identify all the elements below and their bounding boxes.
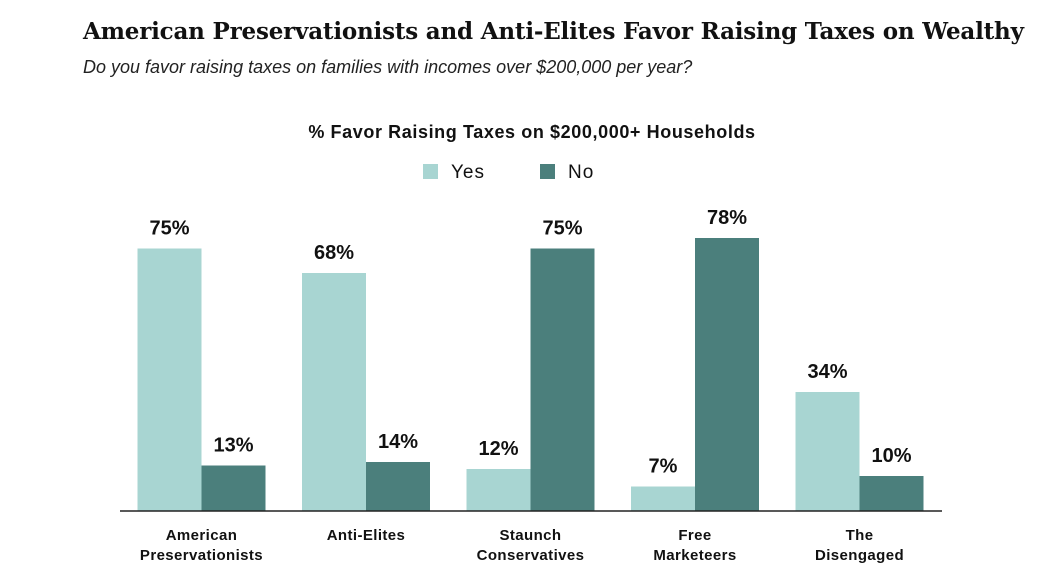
bar-american-preservationists-no	[201, 465, 266, 511]
category-label-free-marketeers: Free Marketeers	[653, 527, 736, 564]
bar-american-preservationists-yes	[137, 248, 202, 511]
page-title: American Preservationists and Anti-Elite…	[83, 18, 1024, 45]
bar-staunch-conservatives-yes	[466, 469, 531, 511]
category-label-the-disengaged: The Disengaged	[815, 527, 904, 564]
bar-anti-elites-yes	[302, 273, 366, 511]
page-subtitle: Do you favor raising taxes on families w…	[83, 57, 693, 77]
bars-group	[137, 238, 924, 511]
value-labels-group: 75% 13% 68% 14% 12% 75% 7% 78% 34% 10%	[149, 207, 911, 478]
value-label-the-disengaged-yes: 34%	[807, 361, 847, 383]
legend-label-no: No	[568, 162, 594, 183]
category-labels-group: American Preservationists Anti-Elites Staun…	[140, 527, 904, 564]
bar-anti-elites-no	[366, 462, 430, 511]
value-label-free-marketeers-yes: 7%	[649, 456, 678, 478]
value-label-staunch-conservatives-no: 75%	[542, 218, 582, 240]
legend-swatch-yes	[423, 164, 438, 179]
legend-label-yes: Yes	[451, 162, 485, 183]
value-label-free-marketeers-no: 78%	[707, 207, 747, 229]
bar-the-disengaged-no	[859, 476, 924, 511]
category-label-anti-elites: Anti-Elites	[327, 527, 406, 544]
bar-free-marketeers-yes	[631, 486, 695, 511]
value-label-the-disengaged-no: 10%	[871, 445, 911, 467]
bar-the-disengaged-yes	[795, 392, 860, 511]
category-label-american-preservationists: American Preservationists	[140, 527, 263, 564]
legend-swatch-no	[540, 164, 555, 179]
chart-title: % Favor Raising Taxes on $200,000+ House…	[308, 122, 755, 142]
value-label-american-preservationists-yes: 75%	[149, 218, 189, 240]
value-label-anti-elites-no: 14%	[378, 431, 418, 453]
value-label-anti-elites-yes: 68%	[314, 242, 354, 264]
chart-legend: Yes No	[423, 162, 594, 183]
value-label-staunch-conservatives-yes: 12%	[478, 438, 518, 460]
bar-free-marketeers-no	[695, 238, 759, 511]
value-label-american-preservationists-no: 13%	[213, 435, 253, 457]
category-label-staunch-conservatives: Staunch Conservatives	[477, 527, 585, 564]
bar-staunch-conservatives-no	[530, 248, 595, 511]
